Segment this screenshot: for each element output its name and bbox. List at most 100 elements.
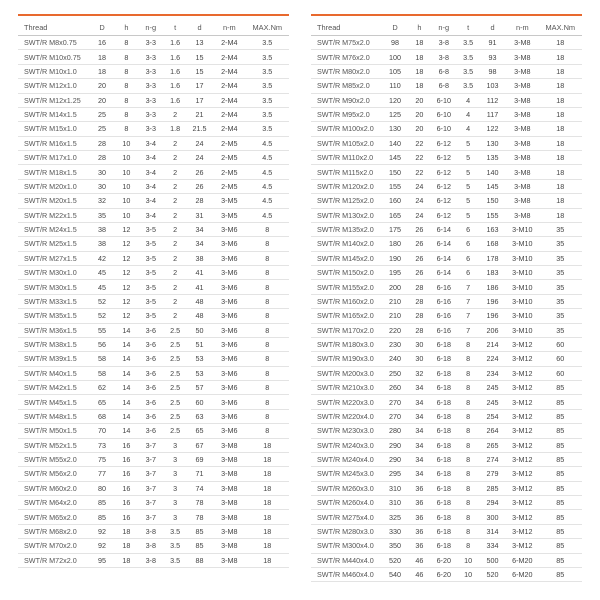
value-cell: 2-M4 bbox=[213, 50, 246, 64]
value-cell: 2.5 bbox=[164, 323, 186, 337]
value-cell: 3-5 bbox=[137, 222, 164, 236]
value-cell: 3-M12 bbox=[506, 467, 539, 481]
value-cell: 3-M10 bbox=[506, 266, 539, 280]
value-cell: 4.5 bbox=[246, 165, 289, 179]
value-cell: 50 bbox=[186, 323, 213, 337]
value-cell: 38 bbox=[186, 251, 213, 265]
value-cell: 5 bbox=[457, 165, 479, 179]
value-cell: 3-M8 bbox=[506, 36, 539, 50]
value-cell: 2.5 bbox=[164, 424, 186, 438]
value-cell: 78 bbox=[186, 496, 213, 510]
value-cell: 3-M8 bbox=[213, 481, 246, 495]
table-row: SWT/R M56x2.077163-73713-M818 bbox=[18, 467, 289, 481]
value-cell: 10 bbox=[116, 136, 138, 150]
thread-cell: SWT/R M120x2.0 bbox=[311, 179, 381, 193]
col-header: h bbox=[409, 20, 431, 36]
table-head-left: ThreadDhn-gtdn-mMAX.Nm bbox=[18, 20, 289, 36]
value-cell: 195 bbox=[381, 266, 408, 280]
value-cell: 520 bbox=[381, 553, 408, 567]
table-row: SWT/R M22x1.535103-42313-M54.5 bbox=[18, 208, 289, 222]
value-cell: 224 bbox=[479, 352, 506, 366]
thread-cell: SWT/R M12x1.25 bbox=[18, 93, 88, 107]
value-cell: 3-M6 bbox=[213, 395, 246, 409]
value-cell: 3-M12 bbox=[506, 438, 539, 452]
table-row: SWT/R M10x1.01883-31.6152-M43.5 bbox=[18, 64, 289, 78]
value-cell: 18 bbox=[246, 496, 289, 510]
value-cell: 8 bbox=[246, 323, 289, 337]
col-header: MAX.Nm bbox=[539, 20, 582, 36]
value-cell: 6-18 bbox=[430, 337, 457, 351]
value-cell: 112 bbox=[479, 93, 506, 107]
value-cell: 6-14 bbox=[430, 251, 457, 265]
value-cell: 20 bbox=[88, 93, 115, 107]
value-cell: 3-M8 bbox=[506, 194, 539, 208]
value-cell: 51 bbox=[186, 337, 213, 351]
table-row: SWT/R M130x2.0165246-1251553-M818 bbox=[311, 208, 582, 222]
value-cell: 85 bbox=[539, 438, 582, 452]
value-cell: 6-10 bbox=[430, 122, 457, 136]
value-cell: 8 bbox=[246, 381, 289, 395]
thread-cell: SWT/R M150x2.0 bbox=[311, 266, 381, 280]
value-cell: 52 bbox=[88, 309, 115, 323]
value-cell: 35 bbox=[539, 323, 582, 337]
value-cell: 2-M4 bbox=[213, 93, 246, 107]
value-cell: 3 bbox=[164, 481, 186, 495]
value-cell: 10 bbox=[116, 151, 138, 165]
value-cell: 3-M6 bbox=[213, 237, 246, 251]
value-cell: 4.5 bbox=[246, 151, 289, 165]
value-cell: 34 bbox=[409, 395, 431, 409]
value-cell: 2 bbox=[164, 251, 186, 265]
value-cell: 14 bbox=[116, 424, 138, 438]
value-cell: 18 bbox=[116, 524, 138, 538]
value-cell: 3-M12 bbox=[506, 539, 539, 553]
value-cell: 8 bbox=[457, 337, 479, 351]
value-cell: 3-4 bbox=[137, 194, 164, 208]
table-row: SWT/R M14x1.52583-32212-M43.5 bbox=[18, 107, 289, 121]
value-cell: 53 bbox=[186, 366, 213, 380]
value-cell: 60 bbox=[186, 395, 213, 409]
value-cell: 98 bbox=[381, 36, 408, 50]
value-cell: 15 bbox=[186, 50, 213, 64]
value-cell: 25 bbox=[88, 107, 115, 121]
thread-cell: SWT/R M45x1.5 bbox=[18, 395, 88, 409]
thread-cell: SWT/R M260x3.0 bbox=[311, 481, 381, 495]
value-cell: 65 bbox=[88, 395, 115, 409]
value-cell: 3-8 bbox=[430, 50, 457, 64]
value-cell: 3.5 bbox=[246, 50, 289, 64]
value-cell: 8 bbox=[457, 496, 479, 510]
value-cell: 3-M5 bbox=[213, 208, 246, 222]
value-cell: 75 bbox=[88, 452, 115, 466]
value-cell: 3-6 bbox=[137, 381, 164, 395]
value-cell: 294 bbox=[479, 496, 506, 510]
thread-cell: SWT/R M260x4.0 bbox=[311, 496, 381, 510]
value-cell: 8 bbox=[116, 93, 138, 107]
value-cell: 2-M5 bbox=[213, 179, 246, 193]
col-header: D bbox=[381, 20, 408, 36]
value-cell: 165 bbox=[381, 208, 408, 222]
value-cell: 85 bbox=[539, 567, 582, 581]
value-cell: 3-M8 bbox=[506, 179, 539, 193]
value-cell: 12 bbox=[116, 237, 138, 251]
value-cell: 265 bbox=[479, 438, 506, 452]
value-cell: 26 bbox=[409, 266, 431, 280]
value-cell: 6-12 bbox=[430, 179, 457, 193]
value-cell: 57 bbox=[186, 381, 213, 395]
value-cell: 28 bbox=[409, 309, 431, 323]
value-cell: 3-M8 bbox=[213, 539, 246, 553]
thread-cell: SWT/R M210x3.0 bbox=[311, 381, 381, 395]
value-cell: 3-M8 bbox=[213, 553, 246, 567]
thread-cell: SWT/R M25x1.5 bbox=[18, 237, 88, 251]
value-cell: 8 bbox=[116, 79, 138, 93]
value-cell: 30 bbox=[409, 352, 431, 366]
value-cell: 6-10 bbox=[430, 107, 457, 121]
value-cell: 155 bbox=[381, 179, 408, 193]
value-cell: 34 bbox=[409, 467, 431, 481]
value-cell: 65 bbox=[186, 424, 213, 438]
table-head-right: ThreadDhn-gtdn-mMAX.Nm bbox=[311, 20, 582, 36]
value-cell: 36 bbox=[409, 481, 431, 495]
value-cell: 85 bbox=[539, 409, 582, 423]
table-row: SWT/R M8x0.751683-31.6132-M43.5 bbox=[18, 36, 289, 50]
value-cell: 3.5 bbox=[164, 539, 186, 553]
table-row: SWT/R M120x2.0155246-1251453-M818 bbox=[311, 179, 582, 193]
table-row: SWT/R M210x3.0260346-1882453-M1285 bbox=[311, 381, 582, 395]
